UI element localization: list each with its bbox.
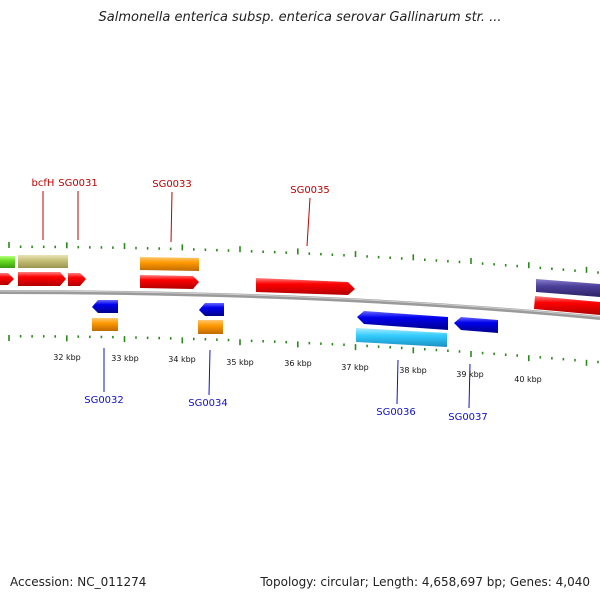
gene-arrow-bcfH[interactable] xyxy=(18,272,66,286)
bottom-gene-labels: SG0032 SG0034 SG0036 SG0037 xyxy=(84,348,488,423)
gene-box-cyan[interactable] xyxy=(356,328,447,347)
gene-arrow-SG0037[interactable] xyxy=(454,317,498,333)
gene-arrow-SG0033[interactable] xyxy=(140,275,199,289)
gene-label-SG0036[interactable]: SG0036 xyxy=(376,407,416,418)
gene-arrow-green[interactable] xyxy=(0,256,15,268)
gene-label-SG0034[interactable]: SG0034 xyxy=(188,398,228,409)
gene-arrow-right-edge[interactable] xyxy=(534,296,600,315)
forward-features xyxy=(0,255,600,315)
gene-label-SG0031[interactable]: SG0031 xyxy=(58,178,98,189)
tick-row-top xyxy=(8,242,599,274)
scale-label: 33 kbp xyxy=(111,354,139,363)
gene-box-olive[interactable] xyxy=(18,255,68,268)
gene-label-bcfH[interactable]: bcfH xyxy=(32,178,55,189)
gene-arrow-SG0031[interactable] xyxy=(68,273,86,286)
gene-arrow-SG0032[interactable] xyxy=(92,300,118,313)
scale-labels: 32 kbp 33 kbp 34 kbp 35 kbp 36 kbp 37 kb… xyxy=(53,353,542,384)
gene-box-orange-1[interactable] xyxy=(140,257,199,271)
gene-arrow-SG0034[interactable] xyxy=(199,303,224,316)
scale-label: 36 kbp xyxy=(284,359,312,368)
scale-label: 32 kbp xyxy=(53,353,81,362)
top-gene-labels: bcfH SG0031 SG0033 SG0035 xyxy=(32,178,330,247)
genome-summary-text: Topology: circular; Length: 4,658,697 bp… xyxy=(260,575,590,589)
map-title: Salmonella enterica subsp. enterica sero… xyxy=(98,10,502,25)
gene-box-orange-3[interactable] xyxy=(198,320,223,334)
scale-label: 35 kbp xyxy=(226,358,254,367)
gene-label-SG0037[interactable]: SG0037 xyxy=(448,412,488,423)
tick-row-bottom xyxy=(8,335,599,366)
scale-label: 37 kbp xyxy=(341,363,369,372)
gene-arrow-SG0036[interactable] xyxy=(357,311,448,330)
reverse-features xyxy=(92,300,498,347)
gene-box-purple[interactable] xyxy=(536,279,600,297)
scale-label: 39 kbp xyxy=(456,370,484,379)
scale-label: 40 kbp xyxy=(514,375,542,384)
gene-arrow-SG0035[interactable] xyxy=(256,278,355,295)
gene-label-SG0032[interactable]: SG0032 xyxy=(84,395,124,406)
gene-label-SG0033[interactable]: SG0033 xyxy=(152,179,192,190)
accession-text: Accession: NC_011274 xyxy=(10,575,147,589)
gene-label-SG0035[interactable]: SG0035 xyxy=(290,185,330,196)
scale-label: 34 kbp xyxy=(168,355,196,364)
genome-backbone xyxy=(0,290,600,320)
scale-label: 38 kbp xyxy=(399,366,427,375)
gene-box-orange-2[interactable] xyxy=(92,318,118,331)
gene-arrow-left-edge[interactable] xyxy=(0,273,14,285)
